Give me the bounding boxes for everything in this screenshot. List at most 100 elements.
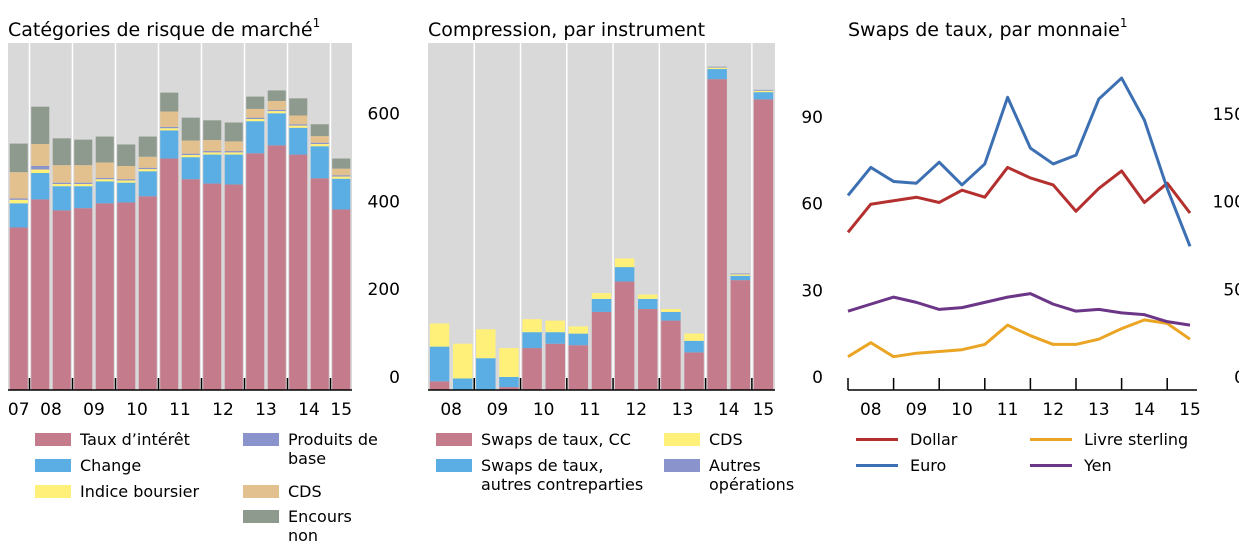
- legend-swatch: [1030, 464, 1072, 467]
- bar-segment: [95, 179, 114, 182]
- bar-segment: [310, 136, 329, 143]
- bar-segment: [522, 348, 542, 390]
- bar-segment: [138, 171, 157, 197]
- legend-item: Encours non affecté: [243, 507, 378, 547]
- bar-segment: [52, 210, 71, 390]
- legend-label: Indice boursier: [80, 482, 200, 501]
- bar-segment: [52, 165, 71, 183]
- bar-segment: [95, 177, 114, 180]
- legend-label: Livre sterling: [1084, 430, 1189, 449]
- x-tick-label: 10: [533, 400, 555, 420]
- bar-segment: [117, 144, 136, 166]
- bar-segment: [52, 183, 71, 187]
- bar-segment: [267, 111, 286, 114]
- x-tick-label: 08: [40, 400, 62, 420]
- legend-swatch: [35, 485, 71, 498]
- bar-segment: [203, 140, 222, 152]
- bar-segment: [224, 151, 243, 153]
- legend-label: Taux d’intérêt: [80, 430, 190, 449]
- bar-segment: [160, 126, 179, 129]
- bar-segment: [267, 100, 286, 110]
- x-tick-label: 11: [997, 400, 1019, 420]
- bar-segment: [638, 309, 658, 390]
- legend-item: Livre sterling: [1030, 430, 1234, 449]
- legend-label: Produits de base: [288, 430, 378, 468]
- bar-segment: [753, 92, 774, 100]
- title-text: Compression, par instrument: [428, 19, 705, 41]
- y-tick-label: 100: [1213, 193, 1239, 213]
- bar-segment: [730, 280, 751, 390]
- bar-segment: [730, 275, 751, 281]
- legend-label: CDS: [288, 482, 322, 501]
- bar-segment: [267, 145, 286, 390]
- x-tick-label: 12: [212, 400, 234, 420]
- bar-segment: [289, 115, 308, 125]
- bar-segment: [117, 202, 136, 390]
- bar-segment: [203, 120, 222, 141]
- bar-segment: [591, 293, 612, 299]
- bar-segment: [95, 136, 114, 163]
- bar-segment: [224, 154, 243, 185]
- bar-segment: [638, 294, 658, 299]
- legend-swatch: [436, 433, 472, 446]
- legend-item: Taux d’intérêt: [35, 430, 240, 449]
- bar-segment: [332, 158, 351, 169]
- bar-segment: [95, 162, 114, 178]
- bar-segment: [246, 118, 265, 122]
- bar-segment: [74, 183, 93, 187]
- x-tick-label: 09: [83, 400, 105, 420]
- bar-segment: [74, 208, 93, 390]
- legend-item: Swaps de taux, CC: [436, 430, 681, 449]
- bar-segment: [289, 127, 308, 155]
- bar-segment: [246, 117, 265, 119]
- y-tick-label: 60: [801, 195, 823, 215]
- legend-item: Euro: [856, 456, 1020, 475]
- title-superscript: 1: [1120, 16, 1128, 30]
- legend-swatch: [35, 433, 71, 446]
- bar-segment: [181, 153, 200, 156]
- bar-segment: [545, 343, 565, 390]
- bar-segment: [160, 158, 179, 390]
- bar-segment: [499, 387, 519, 390]
- bar-segment: [181, 117, 200, 141]
- bar-segment: [246, 121, 265, 154]
- bar-segment: [289, 154, 308, 390]
- y-tick-label: 600: [368, 104, 400, 124]
- legend-swatch: [35, 459, 71, 472]
- y-tick-label: 0: [812, 368, 823, 388]
- x-tick-label: 08: [860, 400, 882, 420]
- bar-segment: [289, 124, 308, 126]
- bar-segment: [9, 199, 28, 204]
- bar-segment: [522, 332, 542, 349]
- bar-segment: [310, 144, 329, 147]
- bar-segment: [452, 343, 473, 379]
- line-series: [846, 76, 1192, 247]
- bar-segment: [289, 98, 308, 116]
- bar-segment: [310, 178, 329, 390]
- x-tick-label: 14: [718, 400, 740, 420]
- bar-segment: [203, 154, 222, 184]
- bar-segment: [730, 274, 751, 276]
- legend-swatch: [243, 433, 279, 446]
- bar-segment: [9, 143, 28, 173]
- y-tick-label: 50: [1223, 280, 1239, 300]
- bar-segment: [224, 152, 243, 155]
- x-tick-label: 15: [330, 400, 352, 420]
- bar-segment: [117, 165, 136, 180]
- bar-segment: [203, 152, 222, 155]
- legend-swatch: [243, 485, 279, 498]
- bar-segment: [117, 182, 136, 203]
- y-tick-label: 200: [368, 280, 400, 300]
- bar-segment: [332, 175, 351, 177]
- y-tick-label: 0: [389, 368, 400, 388]
- bar-segment: [568, 326, 589, 334]
- bar-segment: [74, 182, 93, 184]
- bar-segment: [160, 111, 179, 127]
- bar-segment: [661, 311, 681, 321]
- x-tick-label: 08: [440, 400, 462, 420]
- bar-segment: [476, 358, 496, 390]
- bar-segment: [522, 319, 542, 333]
- bar-segment: [545, 320, 565, 333]
- y-tick-label: 400: [368, 192, 400, 212]
- bar-segment: [753, 90, 774, 93]
